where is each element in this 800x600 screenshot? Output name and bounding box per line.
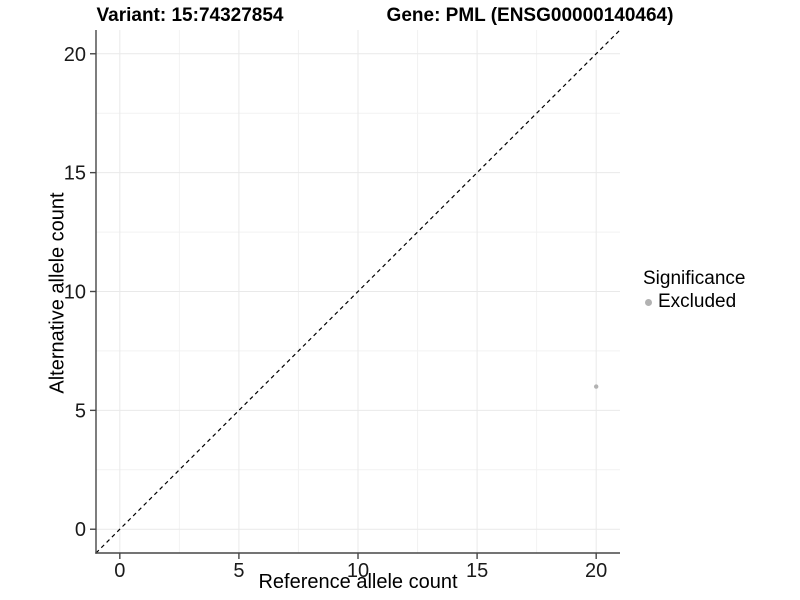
x-tick-label: 20 bbox=[585, 560, 607, 582]
x-tick-label: 15 bbox=[466, 560, 488, 582]
legend-item-label: Excluded bbox=[658, 291, 737, 312]
x-tick-label: 5 bbox=[233, 560, 244, 582]
variant-title: Variant: 15:74327854 bbox=[96, 5, 284, 26]
x-tick-label: 10 bbox=[347, 560, 369, 582]
x-tick-label: 0 bbox=[114, 560, 125, 582]
y-tick-label: 20 bbox=[64, 44, 86, 66]
legend-point-icon bbox=[645, 298, 652, 306]
legend-title: Significance bbox=[643, 268, 746, 289]
gene-title: Gene: PML (ENSG00000140464) bbox=[386, 5, 674, 26]
y-tick-label: 15 bbox=[64, 163, 86, 185]
y-tick-label: 10 bbox=[64, 282, 86, 304]
y-tick-label: 5 bbox=[75, 400, 86, 422]
data-point bbox=[593, 384, 599, 389]
x-axis-label: Reference allele count bbox=[258, 571, 458, 593]
legend: Significance Excluded bbox=[643, 268, 745, 313]
y-tick-label: 0 bbox=[75, 519, 86, 541]
y-axis-label: Alternative allele count bbox=[46, 192, 69, 394]
legend-item-excluded: Excluded bbox=[643, 291, 745, 313]
identity-reference-line bbox=[95, 29, 621, 554]
